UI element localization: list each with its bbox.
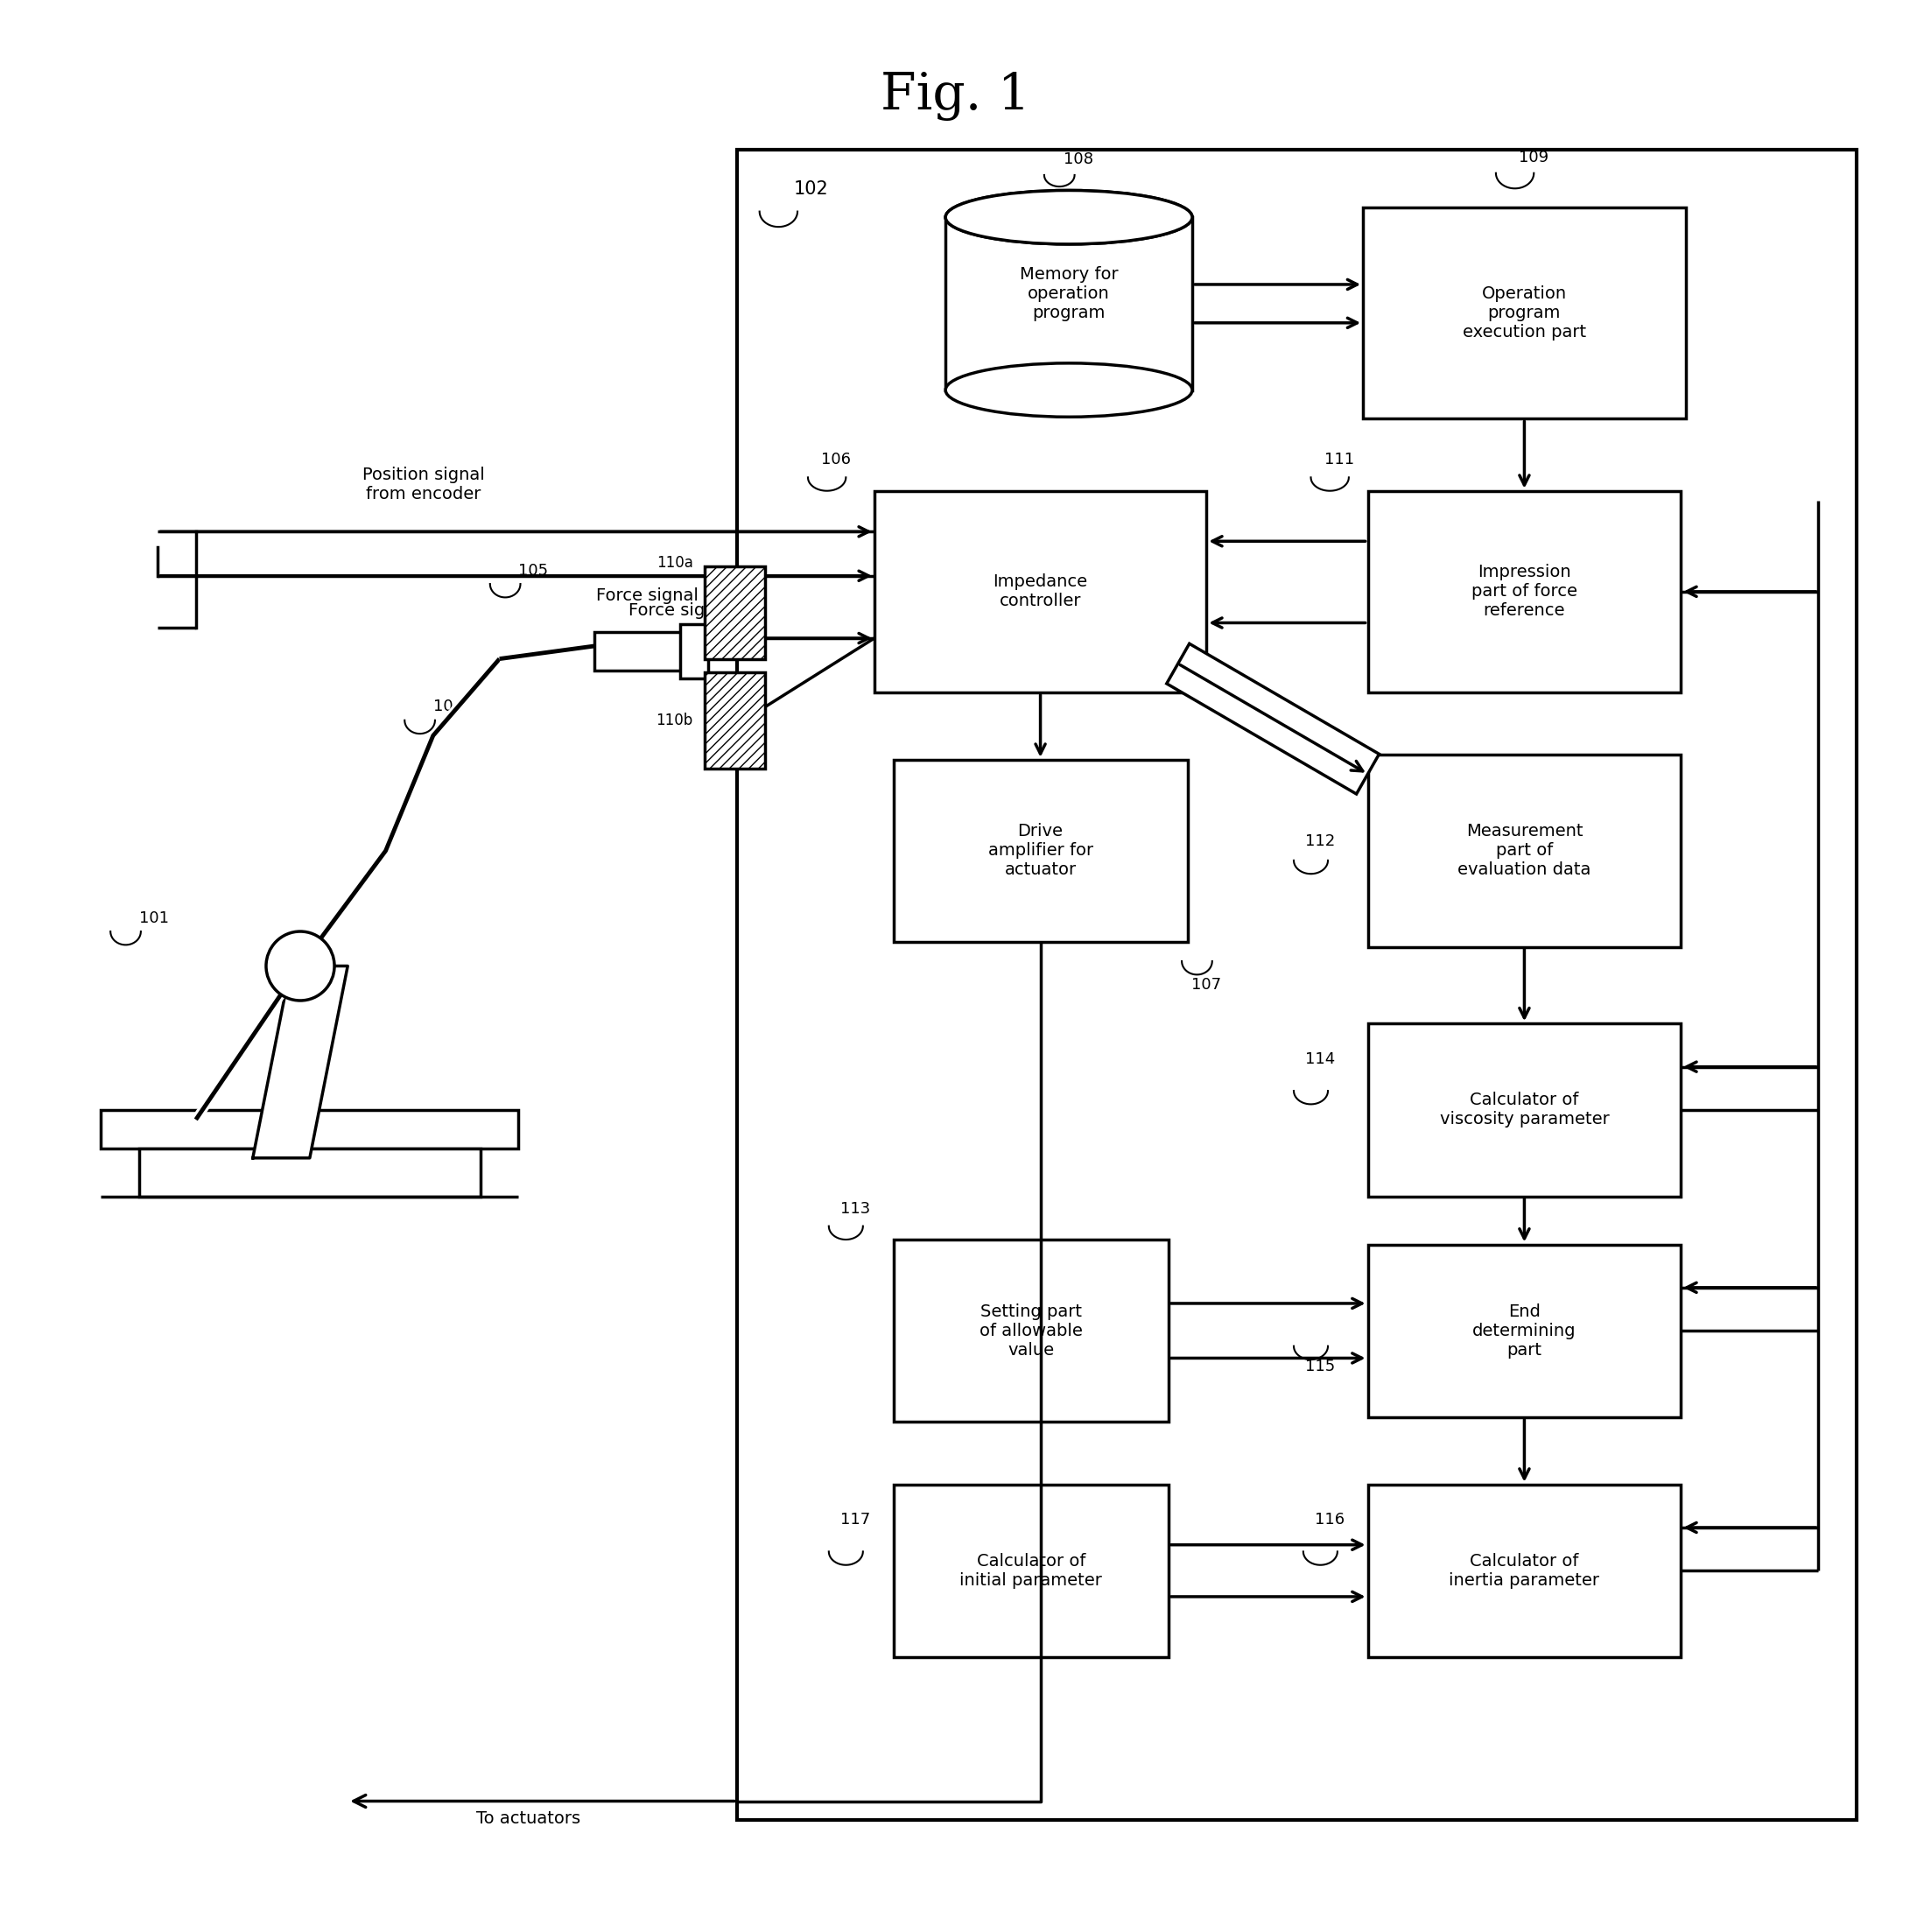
Bar [875,491,1207,692]
Polygon shape [252,966,348,1157]
Text: 111: 111 [1324,452,1354,468]
Text: Calculator of
viscosity parameter: Calculator of viscosity parameter [1440,1092,1608,1128]
Bar [894,1484,1169,1658]
Text: Impedance
controller: Impedance controller [993,574,1087,611]
Bar [705,672,766,769]
Polygon shape [1167,643,1379,794]
Text: 107: 107 [1192,976,1220,993]
Text: Force signal: Force signal [596,587,699,603]
Text: Fig. 1: Fig. 1 [881,71,1029,120]
Text: 104: 104 [434,699,462,715]
Text: Force signal: Force signal [628,603,732,618]
Text: 108: 108 [1064,151,1093,168]
Text: 109: 109 [1518,149,1549,166]
Text: Impression
part of force
reference: Impression part of force reference [1471,564,1578,618]
Text: End
determining
part: End determining part [1473,1304,1576,1358]
Text: Drive
amplifier for
actuator: Drive amplifier for actuator [987,823,1093,879]
Text: 101: 101 [139,910,168,925]
Text: 106: 106 [821,452,852,468]
Bar [894,759,1188,943]
Text: Memory for
operation
program: Memory for operation program [1020,267,1117,321]
Text: 112: 112 [1305,833,1335,848]
Circle shape [265,931,334,1001]
Bar [945,216,1192,390]
Ellipse shape [945,191,1192,243]
Bar [1368,1024,1681,1196]
Bar [737,151,1857,1820]
Bar [705,566,766,659]
Text: 115: 115 [1305,1358,1335,1374]
Text: Position signal
from encoder: Position signal from encoder [363,468,485,502]
Text: 110a: 110a [657,554,693,570]
Text: Calculator of
inertia parameter: Calculator of inertia parameter [1450,1553,1601,1588]
Text: Calculator of
initial parameter: Calculator of initial parameter [959,1553,1102,1588]
Text: 117: 117 [840,1513,871,1528]
Bar [101,1111,518,1148]
Bar [1364,207,1687,419]
Bar [680,624,709,678]
Text: Measurement
part of
evaluation data: Measurement part of evaluation data [1457,823,1591,879]
Ellipse shape [945,191,1192,243]
Bar [139,1148,481,1196]
Bar [1368,755,1681,947]
Bar [894,1240,1169,1422]
Ellipse shape [945,363,1192,417]
Text: 110b: 110b [657,713,693,728]
Text: 102: 102 [795,180,829,199]
Bar [1368,1244,1681,1418]
Text: 105: 105 [518,562,548,578]
Text: Setting part
of allowable
value: Setting part of allowable value [980,1304,1083,1358]
Text: 116: 116 [1314,1513,1345,1528]
Bar [1368,1484,1681,1658]
Bar [594,632,690,670]
Text: 114: 114 [1305,1051,1335,1066]
Bar [1368,491,1681,692]
Text: 113: 113 [840,1202,871,1217]
Polygon shape [945,182,1192,216]
Text: To actuators: To actuators [476,1810,581,1828]
Text: Operation
program
execution part: Operation program execution part [1463,286,1585,340]
